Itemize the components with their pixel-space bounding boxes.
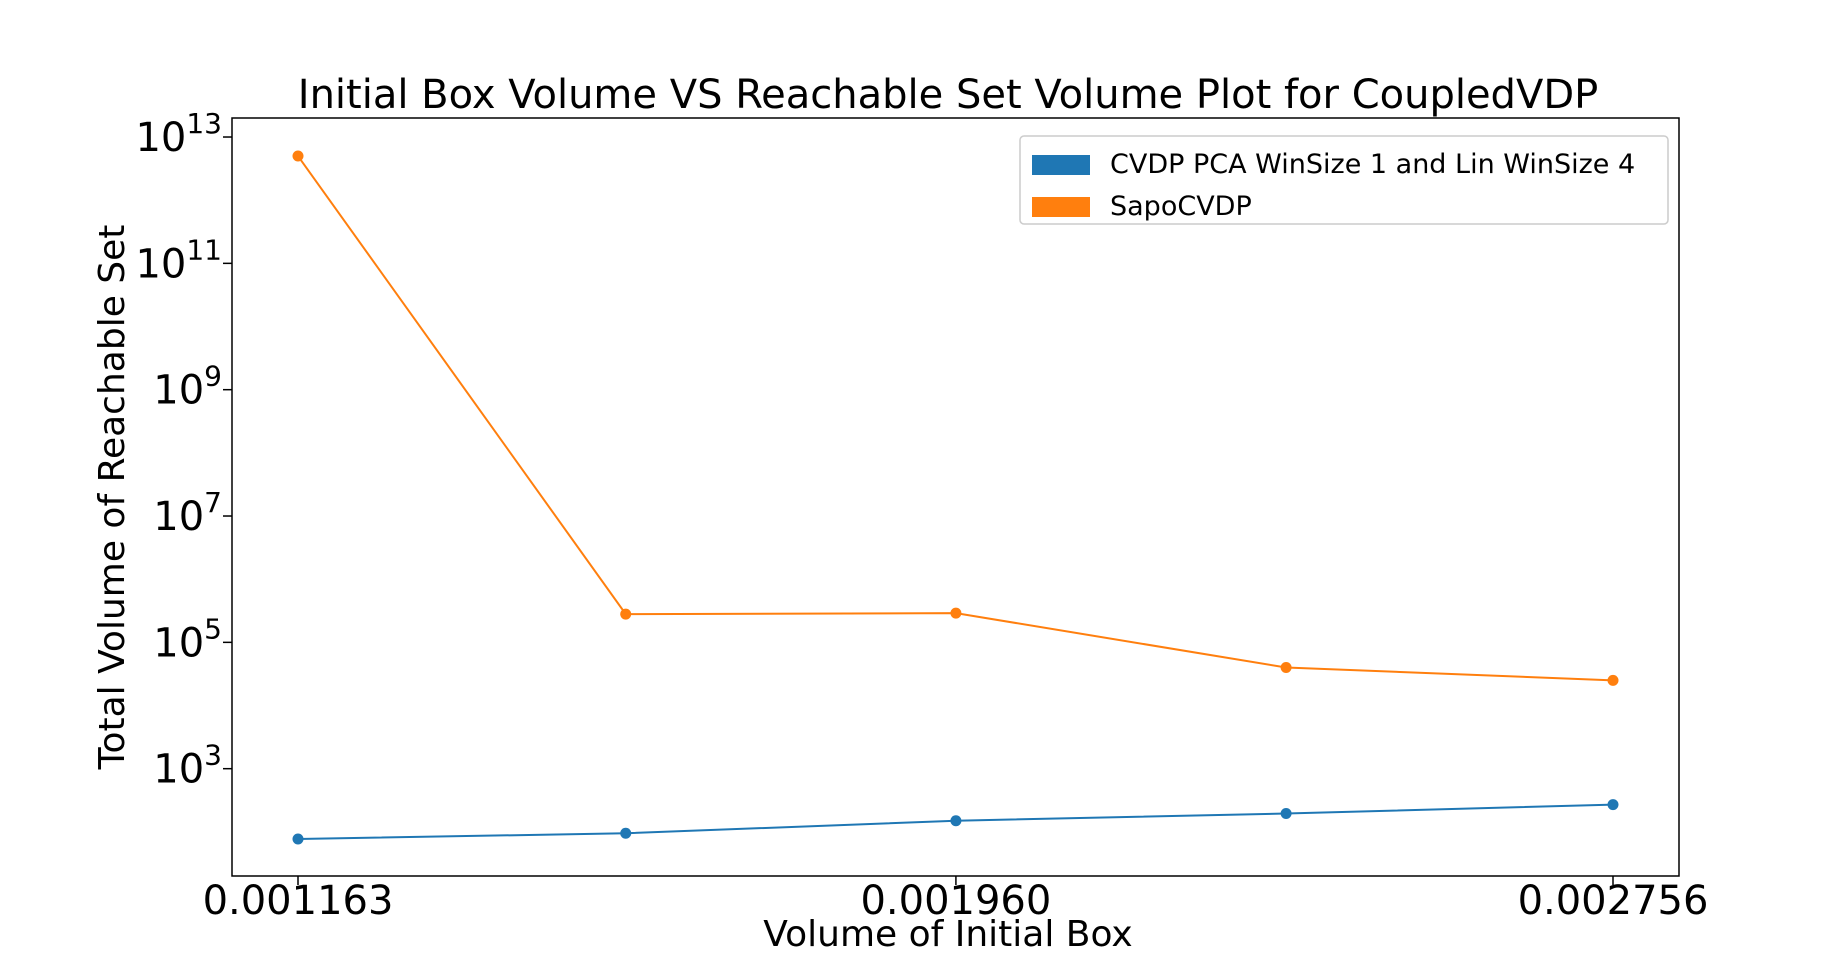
legend-box — [1019, 135, 1669, 225]
y-tick-exponent: 13 — [186, 107, 222, 140]
data-point — [1607, 674, 1619, 686]
y-tick-base: 10 — [153, 620, 204, 666]
chart-title: Initial Box Volume VS Reachable Set Volu… — [298, 72, 1598, 118]
legend: CVDP PCA WinSize 1 and Lin WinSize 4 Sapo… — [1019, 135, 1669, 225]
data-point — [1607, 799, 1619, 811]
y-tick-exponent: 5 — [204, 612, 222, 645]
y-tick-base: 10 — [153, 747, 204, 793]
y-tick-exponent: 7 — [204, 486, 222, 519]
y-axis-label: Total Volume of Reachable Set — [92, 225, 133, 771]
legend-swatch — [1032, 197, 1090, 217]
y-tick-label: 103 — [153, 739, 222, 793]
series-line-2 — [297, 155, 1614, 682]
y-tick-base: 10 — [153, 368, 204, 414]
data-point — [1280, 661, 1292, 673]
data-point — [950, 607, 962, 619]
x-tick-label: 0.001163 — [203, 878, 394, 924]
x-tick-label: 0.002756 — [1518, 878, 1709, 924]
legend-swatch — [1032, 155, 1090, 175]
legend-label: CVDP PCA WinSize 1 and Lin WinSize 4 — [1110, 149, 1635, 180]
data-point — [620, 827, 632, 839]
x-axis-label: Volume of Initial Box — [763, 914, 1132, 955]
series-layer — [292, 150, 1619, 845]
data-point — [620, 608, 632, 620]
y-tick-label: 107 — [153, 486, 222, 540]
y-tick-label: 109 — [153, 360, 222, 414]
plot-area-frame — [231, 117, 1680, 877]
x-axis: 0.001163 0.001960 0.002756 — [203, 876, 1709, 924]
y-tick-label: 1011 — [135, 233, 222, 287]
y-tick-label: 1013 — [135, 107, 222, 161]
data-point — [292, 150, 304, 162]
y-tick-base: 10 — [135, 115, 186, 161]
y-tick-exponent: 3 — [204, 739, 222, 772]
data-point — [950, 815, 962, 827]
y-tick-exponent: 11 — [186, 233, 222, 266]
y-tick-base: 10 — [153, 494, 204, 540]
y-tick-label: 105 — [153, 612, 222, 666]
data-point — [292, 833, 304, 845]
legend-label: SapoCVDP — [1110, 191, 1252, 222]
data-point — [1280, 808, 1292, 820]
x-tick-label: 0.001960 — [860, 878, 1051, 924]
y-tick-base: 10 — [135, 241, 186, 287]
y-tick-exponent: 9 — [204, 360, 222, 393]
